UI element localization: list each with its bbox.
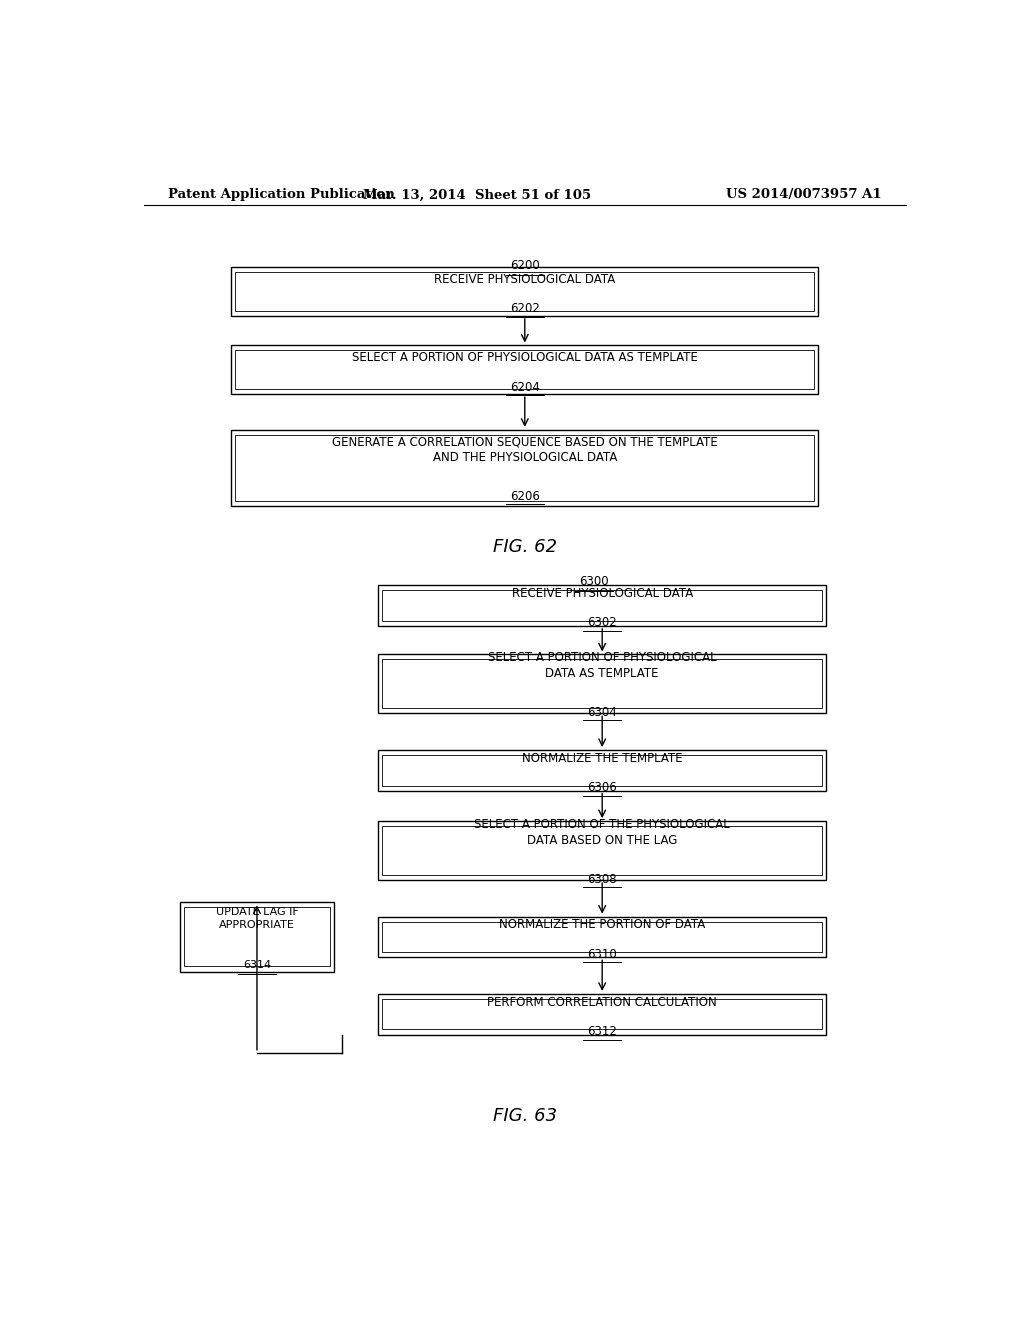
Text: SELECT A PORTION OF THE PHYSIOLOGICAL
DATA BASED ON THE LAG: SELECT A PORTION OF THE PHYSIOLOGICAL DA… xyxy=(474,818,730,846)
Text: US 2014/0073957 A1: US 2014/0073957 A1 xyxy=(726,189,882,202)
Text: UPDATE LAG IF
APPROPRIATE: UPDATE LAG IF APPROPRIATE xyxy=(216,907,298,929)
Text: 6310: 6310 xyxy=(588,948,617,961)
Text: 6200: 6200 xyxy=(510,259,540,272)
Bar xyxy=(236,434,814,500)
Text: SELECT A PORTION OF PHYSIOLOGICAL
DATA AS TEMPLATE: SELECT A PORTION OF PHYSIOLOGICAL DATA A… xyxy=(487,651,717,680)
Bar xyxy=(183,907,331,966)
Text: 6202: 6202 xyxy=(510,302,540,315)
Bar xyxy=(382,921,822,952)
Text: 6206: 6206 xyxy=(510,490,540,503)
Text: 6308: 6308 xyxy=(588,873,617,886)
Bar xyxy=(236,272,814,312)
Text: 6304: 6304 xyxy=(588,706,617,719)
Bar xyxy=(382,590,822,620)
Bar xyxy=(378,821,826,880)
Text: PERFORM CORRELATION CALCULATION: PERFORM CORRELATION CALCULATION xyxy=(487,995,717,1008)
Bar xyxy=(378,585,826,626)
Text: 6312: 6312 xyxy=(587,1026,617,1038)
Bar xyxy=(382,755,822,785)
Bar xyxy=(378,916,826,957)
Text: Patent Application Publication: Patent Application Publication xyxy=(168,189,394,202)
Text: NORMALIZE THE PORTION OF DATA: NORMALIZE THE PORTION OF DATA xyxy=(499,919,706,932)
Bar xyxy=(231,346,818,395)
Bar xyxy=(382,999,822,1030)
Text: FIG. 62: FIG. 62 xyxy=(493,537,557,556)
Text: RECEIVE PHYSIOLOGICAL DATA: RECEIVE PHYSIOLOGICAL DATA xyxy=(512,587,693,599)
Text: RECEIVE PHYSIOLOGICAL DATA: RECEIVE PHYSIOLOGICAL DATA xyxy=(434,273,615,286)
Bar xyxy=(231,267,818,315)
Bar xyxy=(179,903,334,972)
Text: GENERATE A CORRELATION SEQUENCE BASED ON THE TEMPLATE
AND THE PHYSIOLOGICAL DATA: GENERATE A CORRELATION SEQUENCE BASED ON… xyxy=(332,436,718,465)
Bar xyxy=(378,750,826,791)
Text: SELECT A PORTION OF PHYSIOLOGICAL DATA AS TEMPLATE: SELECT A PORTION OF PHYSIOLOGICAL DATA A… xyxy=(352,351,697,364)
Text: Mar. 13, 2014  Sheet 51 of 105: Mar. 13, 2014 Sheet 51 of 105 xyxy=(364,189,591,202)
Bar xyxy=(236,351,814,389)
Text: 6300: 6300 xyxy=(579,574,608,587)
Text: 6204: 6204 xyxy=(510,380,540,393)
Bar xyxy=(382,660,822,709)
Bar xyxy=(231,430,818,506)
Text: 6314: 6314 xyxy=(243,961,271,970)
Text: NORMALIZE THE TEMPLATE: NORMALIZE THE TEMPLATE xyxy=(522,751,682,764)
Text: FIG. 63: FIG. 63 xyxy=(493,1107,557,1125)
Text: 6306: 6306 xyxy=(588,781,617,795)
Bar xyxy=(382,826,822,875)
Text: 6302: 6302 xyxy=(588,616,617,630)
Bar xyxy=(378,994,826,1035)
Bar xyxy=(378,655,826,713)
